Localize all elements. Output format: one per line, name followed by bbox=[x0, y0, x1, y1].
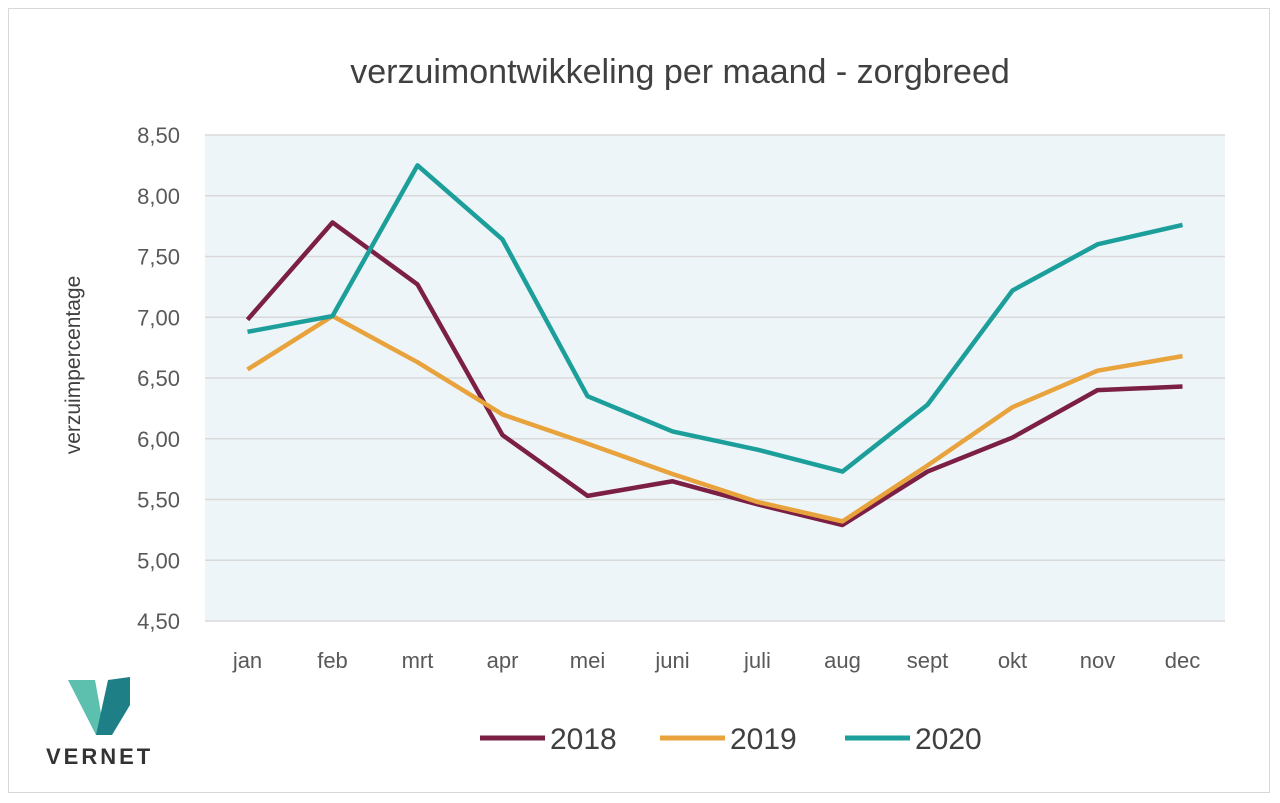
y-tick-label: 8,50 bbox=[137, 123, 180, 148]
series-line-2019 bbox=[246, 313, 1183, 524]
y-tick-label: 4,50 bbox=[137, 609, 180, 634]
x-tick-label: sept bbox=[907, 648, 949, 673]
y-tick-label: 6,00 bbox=[137, 427, 180, 452]
logo-text: VERNET bbox=[46, 744, 153, 769]
y-axis-label: verzuimpercentage bbox=[62, 276, 85, 455]
y-tick-label: 7,50 bbox=[137, 245, 180, 270]
x-tick-label: jan bbox=[232, 648, 262, 673]
vernet-logo: VERNET bbox=[46, 677, 153, 769]
x-tick-label: aug bbox=[824, 648, 861, 673]
x-tick-label: mei bbox=[570, 648, 605, 673]
y-tick-label: 8,00 bbox=[137, 184, 180, 209]
y-tick-label: 5,50 bbox=[137, 488, 180, 513]
series-line-2020 bbox=[247, 163, 1184, 474]
x-tick-label: okt bbox=[998, 648, 1027, 673]
chart-frame bbox=[8, 8, 1270, 793]
x-tick-label: mrt bbox=[402, 648, 434, 673]
legend-label-2019: 2019 bbox=[730, 723, 797, 756]
x-tick-label: feb bbox=[317, 648, 348, 673]
y-tick-label: 5,00 bbox=[137, 548, 180, 573]
series-line-2018 bbox=[245, 220, 1183, 528]
x-tick-label: apr bbox=[487, 648, 519, 673]
x-tick-label: juli bbox=[743, 648, 771, 673]
y-tick-label: 7,00 bbox=[137, 305, 180, 330]
legend-label-2018: 2018 bbox=[550, 723, 617, 756]
logo-mark-left bbox=[68, 680, 105, 735]
y-tick-label: 6,50 bbox=[137, 366, 180, 391]
x-tick-label: dec bbox=[1165, 648, 1200, 673]
chart-title: verzuimontwikkeling per maand - zorgbree… bbox=[350, 53, 1010, 91]
x-tick-label: nov bbox=[1080, 648, 1115, 673]
x-tick-label: juni bbox=[654, 648, 689, 673]
logo-mark-right bbox=[96, 677, 130, 735]
legend-label-2020: 2020 bbox=[915, 723, 982, 756]
